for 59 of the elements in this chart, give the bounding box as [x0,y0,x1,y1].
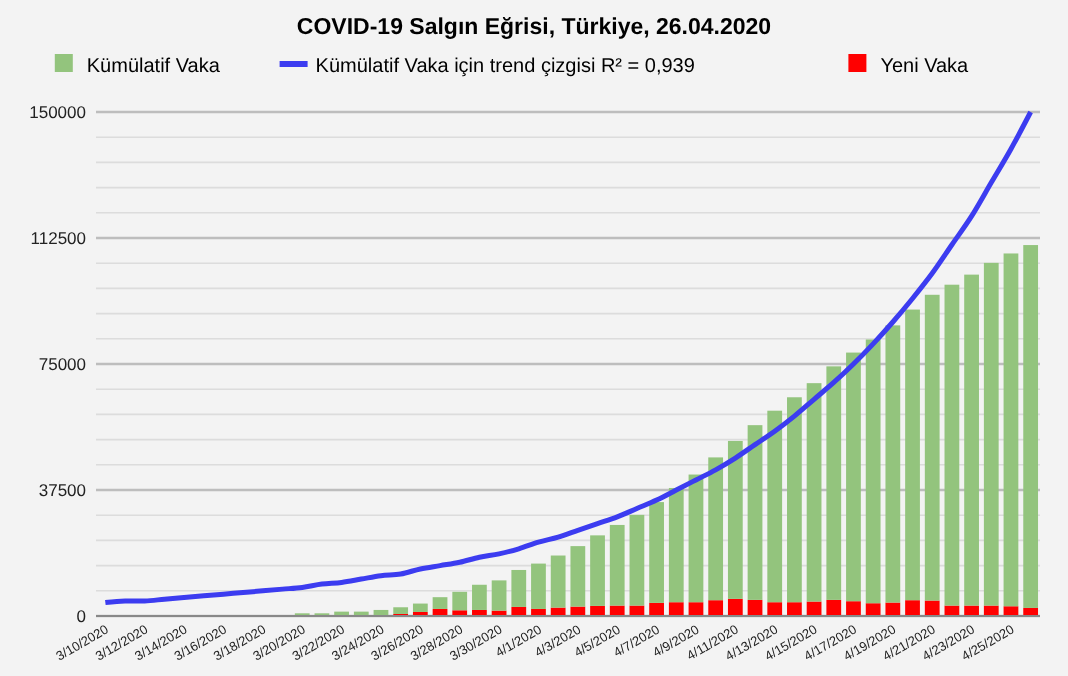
bar [846,601,861,616]
bar [511,606,527,616]
bar [924,294,940,601]
y-tick-label: 112500 [30,228,87,248]
bar [1023,245,1039,608]
bar [826,366,842,600]
bar [373,609,389,615]
y-tick-label: 37500 [38,480,87,500]
bar [964,274,979,606]
bar [531,563,546,609]
bar [412,603,428,612]
y-tick-label: 150000 [29,102,87,122]
bar [983,262,999,606]
bar [905,309,920,601]
bar [688,602,704,616]
bar [629,514,645,606]
bar [550,555,566,608]
bar [668,487,684,603]
bar [727,440,743,599]
legend-label: Yeni Vaka [880,56,970,78]
bar [885,602,901,616]
bar [472,584,487,610]
bar [885,325,901,603]
bar [846,352,861,602]
bar [511,569,527,607]
bar [649,602,664,616]
bar [668,602,684,616]
bar [708,600,724,616]
bar [609,524,625,606]
bar [865,339,881,604]
bar [1003,253,1019,607]
bar [590,605,605,616]
bar [590,535,605,606]
bar [767,602,783,616]
bar [806,383,822,602]
y-tick-label: 0 [76,606,87,626]
legend-label: Kümülatif Vaka için trend çizgisi R² = 0,939 [315,56,696,78]
bar [924,600,940,616]
y-tick-label: 75000 [38,354,87,374]
bar [491,580,507,611]
bar [708,457,724,601]
bar [727,598,743,616]
bar [905,600,920,616]
bar [688,474,704,603]
bar [787,397,802,603]
bar [767,410,783,603]
bar [432,597,448,609]
bar [787,602,802,616]
bar [452,591,468,611]
chart-title: COVID-19 Salgın Eğrisi, Türkiye, 26.04.2020 [296,16,772,40]
line-series [102,109,1034,606]
legend-label: Kümülatif Vaka [86,56,221,78]
bar [570,546,586,607]
bar [944,284,960,606]
bar [393,607,409,614]
bar [747,425,763,600]
bar [826,599,842,616]
bar [865,603,881,616]
bar [649,502,664,603]
